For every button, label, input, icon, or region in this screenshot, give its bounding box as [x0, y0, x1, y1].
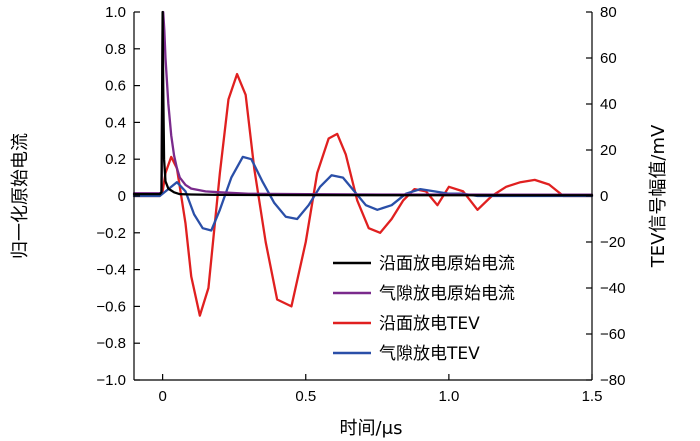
y-right-tick-label: 80: [600, 4, 617, 21]
y-left-axis-title: 归一化原始电流: [10, 133, 31, 259]
y-left-tick-label: 0.2: [105, 151, 126, 168]
y-left-tick-label: −0.8: [96, 335, 126, 352]
ticks-layer: −1.0 −0.8 −0.6 −0.4 −0.2 0 0.2 0.4 0.6 0.8 1.0 −80 −…: [96, 4, 625, 405]
y-left-tick-label: 1.0: [105, 4, 126, 21]
y-right-tick-label: 20: [600, 142, 617, 159]
x-tick-label: 0.5: [295, 388, 316, 405]
legend-label-3: 气隙放电TEV: [379, 344, 480, 364]
series-layer: [132, 10, 594, 317]
series-line-1: [132, 10, 594, 196]
y-right-tick-label: 60: [600, 50, 617, 67]
legend-label-0: 沿面放电原始电流: [379, 254, 515, 274]
y-left-tick-label: −0.2: [96, 225, 126, 242]
y-left-tick-label: 0: [118, 188, 126, 205]
x-tick-label: 0: [158, 388, 166, 405]
y-left-tick-label: 0.4: [105, 114, 126, 131]
y-left-tick-label: 0.6: [105, 78, 126, 95]
y-right-tick-label: −60: [600, 326, 625, 343]
y-left-tick-label: −0.6: [96, 298, 126, 315]
x-tick-label: 1.0: [438, 388, 459, 405]
y-right-tick-label: −20: [600, 234, 625, 251]
legend-label-2: 沿面放电TEV: [379, 314, 480, 334]
y-right-tick-label: 40: [600, 96, 617, 113]
y-left-tick-label: −1.0: [96, 372, 126, 389]
y-right-tick-label: −40: [600, 280, 625, 297]
y-right-tick-label: −80: [600, 372, 625, 389]
x-axis-title: 时间/μs: [340, 418, 403, 439]
y-right-axis-title: TEV信号幅值/mV: [648, 124, 669, 268]
series-line-0: [132, 10, 594, 197]
y-right-tick-label: 0: [600, 188, 608, 205]
x-tick-label: 1.5: [582, 388, 603, 405]
y-left-tick-label: 0.8: [105, 41, 126, 58]
y-left-tick-label: −0.4: [96, 262, 126, 279]
legend-label-1: 气隙放电原始电流: [379, 284, 515, 304]
